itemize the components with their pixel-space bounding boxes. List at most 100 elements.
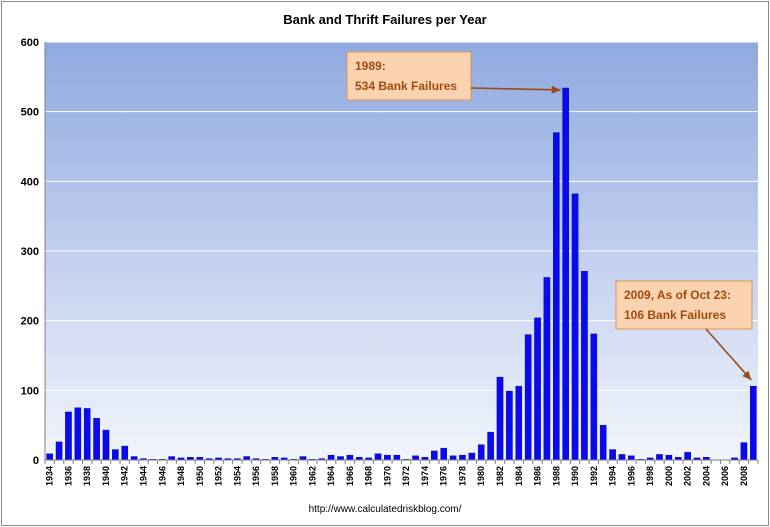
annotation-line-1: 1989:	[355, 59, 386, 73]
x-tick-label-1964: 1964	[326, 466, 336, 486]
bar-1984	[515, 385, 523, 461]
bar-1979	[468, 452, 476, 461]
x-tick-label-1994: 1994	[608, 466, 618, 486]
x-tick-label-1938: 1938	[82, 466, 92, 486]
x-tick-label-1934: 1934	[45, 466, 55, 486]
x-tick-label-1956: 1956	[251, 466, 261, 486]
x-tick-label-1958: 1958	[270, 466, 280, 486]
bar-1999	[656, 454, 663, 461]
x-tick-label-1946: 1946	[157, 466, 167, 486]
annotation-arrowhead	[551, 85, 561, 94]
bar-1973	[412, 455, 419, 461]
bar-1966	[346, 454, 354, 461]
x-tick-label-2002: 2002	[683, 466, 693, 486]
bar-1992	[590, 333, 598, 461]
y-tick-label-500: 500	[21, 107, 39, 119]
bar-1937	[74, 407, 82, 461]
annotation-arrow	[705, 328, 752, 381]
bar-1977	[449, 455, 457, 461]
y-axis: 0 100 200 300 400 500 600	[21, 37, 39, 467]
bar-1934	[46, 453, 53, 461]
annotation-box	[346, 51, 472, 101]
x-tick-label-1992: 1992	[589, 466, 599, 486]
y-tick-label-300: 300	[21, 246, 39, 258]
bar-1935	[55, 441, 63, 461]
x-tick-label-1948: 1948	[176, 466, 186, 486]
y-tick-label-200: 200	[21, 316, 39, 328]
x-axis: 1934 1936 1938 1940 1942 1944 1946 1948 1950 1952…	[44, 42, 759, 486]
bar-1970	[384, 454, 391, 461]
bar-1981	[487, 431, 494, 461]
x-tick-label-1998: 1998	[645, 466, 655, 486]
x-tick-label-1950: 1950	[195, 466, 205, 486]
bar-1940	[102, 429, 110, 461]
bar-1994	[609, 449, 616, 461]
bar-1980	[477, 444, 485, 461]
x-tick-label-1984: 1984	[514, 466, 524, 486]
bar-1964	[327, 454, 335, 461]
bar-1943	[130, 456, 138, 461]
bar-1985	[524, 334, 532, 461]
x-tick-label-1962: 1962	[307, 466, 317, 486]
y-tick-label-400: 400	[21, 176, 39, 188]
x-tick-label-1952: 1952	[214, 466, 224, 486]
bar-2009	[750, 385, 757, 461]
x-tick-label-1968: 1968	[364, 466, 374, 486]
annotation-arrow	[470, 87, 561, 91]
bar-series	[46, 87, 757, 461]
bar-1938	[83, 408, 91, 461]
x-tick-label-1978: 1978	[457, 466, 467, 486]
bar-1961	[299, 456, 307, 461]
annotation-arrowhead	[742, 370, 752, 381]
x-tick-label-1980: 1980	[476, 466, 486, 486]
bar-1941	[112, 449, 119, 461]
x-tick-label-1990: 1990	[570, 466, 580, 486]
bar-1991	[581, 271, 588, 461]
bar-2008	[740, 442, 748, 461]
x-tick-label-2004: 2004	[701, 466, 711, 486]
x-tick-label-1982: 1982	[495, 466, 505, 486]
x-tick-label-1944: 1944	[139, 466, 149, 486]
gridlines	[45, 41, 758, 391]
bar-1987	[543, 277, 551, 461]
y-tick-label-100: 100	[21, 385, 39, 397]
annotation-box	[615, 280, 753, 330]
bar-1936	[65, 411, 72, 461]
x-tick-label-1970: 1970	[382, 466, 392, 486]
x-tick-label-1972: 1972	[401, 466, 411, 486]
bar-1976	[440, 447, 448, 461]
x-tick-label-1996: 1996	[626, 466, 636, 486]
bar-1939	[93, 418, 100, 461]
x-tick-label-1966: 1966	[345, 466, 355, 486]
bar-1942	[121, 445, 129, 461]
bar-1990	[571, 193, 579, 461]
y-tick-label-0: 0	[33, 455, 39, 467]
x-tick-label-1940: 1940	[101, 466, 111, 486]
annotations: 1989: 534 Bank Failures 2009, As of Oct 23…	[346, 51, 753, 381]
annotation-line-1: 2009, As of Oct 23:	[624, 288, 731, 302]
bar-2000	[665, 454, 673, 461]
bar-1988	[553, 132, 560, 461]
chart-title: Bank and Thrift Failures per Year	[283, 12, 487, 27]
bar-1995	[618, 454, 626, 461]
bar-1975	[431, 450, 438, 461]
y-tick-label-600: 600	[21, 37, 39, 49]
bar-1989	[562, 87, 569, 461]
x-tick-label-1954: 1954	[232, 466, 242, 486]
bar-1982	[496, 376, 504, 461]
bar-1955	[243, 456, 251, 461]
bar-1965	[337, 456, 344, 461]
x-tick-label-1974: 1974	[420, 466, 430, 486]
source-url: http://www.calculatedriskblog.com/	[309, 504, 462, 515]
bar-1983	[506, 390, 513, 461]
x-tick-label-1988: 1988	[551, 466, 561, 486]
annotation-line-2: 534 Bank Failures	[355, 79, 457, 93]
annotation-1989: 1989: 534 Bank Failures	[346, 51, 561, 101]
x-tick-label-1936: 1936	[63, 466, 73, 486]
bar-1986	[534, 317, 541, 461]
x-tick-label-2008: 2008	[739, 466, 749, 486]
bar-1969	[374, 453, 382, 461]
x-tick-label-1960: 1960	[289, 466, 299, 486]
